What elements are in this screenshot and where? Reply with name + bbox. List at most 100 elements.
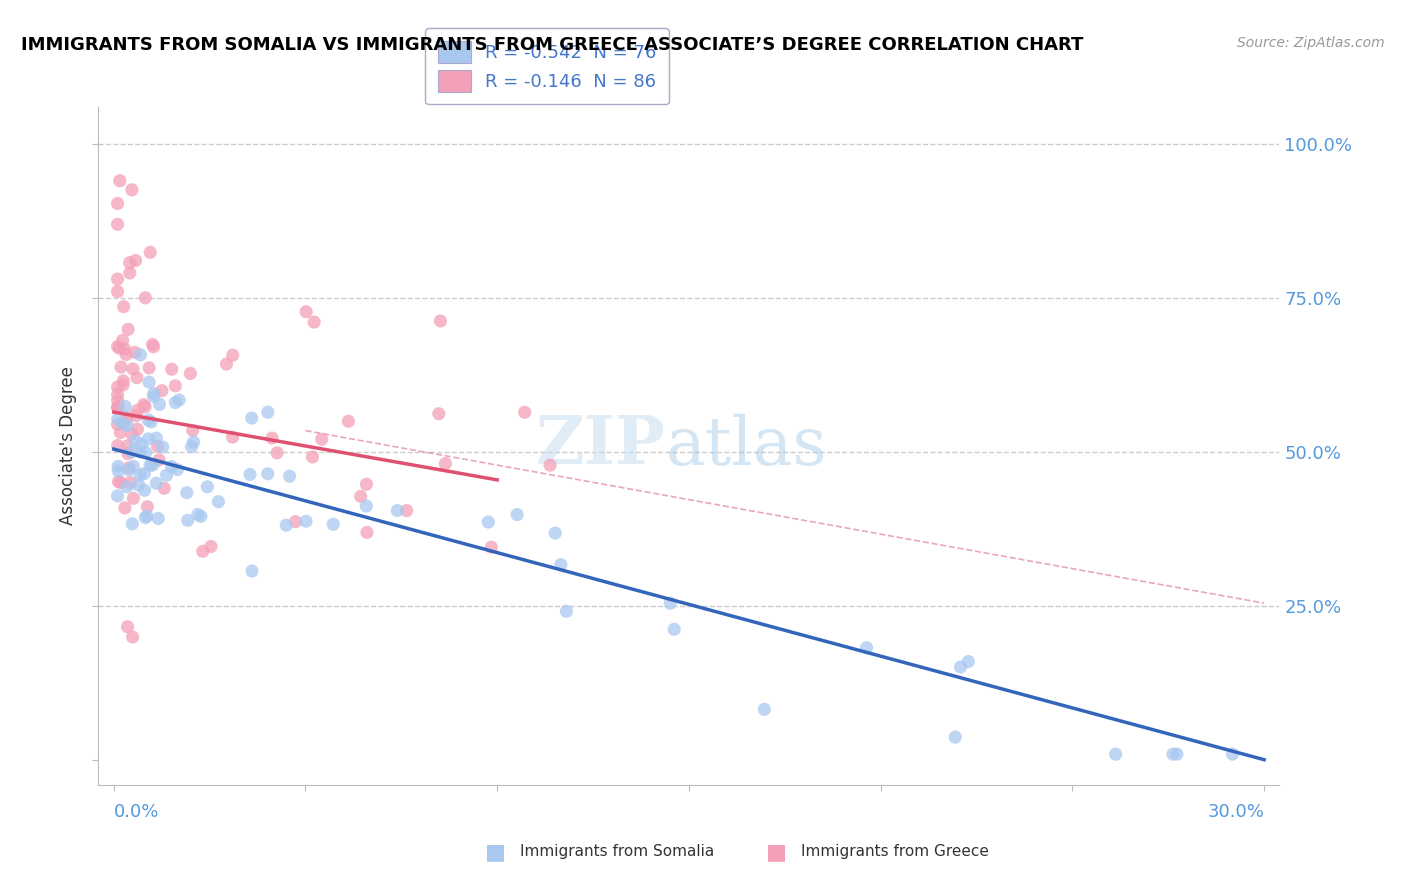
Point [125,370,148,384]
Point [479,540,502,554]
Point [142,337,165,351]
Point [222,348,245,362]
Point [240,564,263,578]
Point [118,461,141,475]
Point [121,630,143,644]
Point [107,464,129,478]
Point [117,620,139,634]
Point [160,459,183,474]
Point [477,515,499,529]
Point [179,367,201,381]
Point [311,432,333,446]
Point [957,655,980,669]
Point [111,417,134,431]
Point [544,526,567,541]
Point [118,255,141,269]
Point [129,467,152,482]
Point [239,467,262,482]
Point [107,439,129,453]
Text: 0.0%: 0.0% [114,804,159,822]
Point [127,422,149,436]
Point [200,540,222,554]
Point [125,409,148,423]
Point [115,347,138,361]
Point [114,416,136,430]
Point [139,458,162,473]
Point [107,412,129,426]
Point [120,475,142,490]
Point [112,374,135,388]
Point [555,604,578,618]
Text: ZIP: ZIP [536,414,665,478]
Text: ■: ■ [766,842,787,862]
Point [215,357,238,371]
Point [165,395,187,409]
Point [117,439,139,453]
Point [118,266,141,280]
Point [136,500,159,514]
Point [107,400,129,414]
Point [142,389,165,403]
Point [122,459,145,474]
Point [127,403,149,417]
Point [302,315,325,329]
Y-axis label: Associate's Degree: Associate's Degree [59,367,77,525]
Point [145,431,167,445]
Point [112,300,135,314]
Point [337,414,360,428]
Text: IMMIGRANTS FROM SOMALIA VS IMMIGRANTS FROM GREECE ASSOCIATE’S DEGREE CORRELATION: IMMIGRANTS FROM SOMALIA VS IMMIGRANTS FR… [21,36,1084,54]
Point [148,453,170,467]
Point [387,503,409,517]
Point [139,415,162,429]
Point [107,459,129,474]
Point [121,183,143,197]
Point [434,457,457,471]
Point [187,508,209,522]
Point [107,285,129,299]
Point [301,450,323,464]
Point [160,362,183,376]
Point [176,485,198,500]
Text: 30.0%: 30.0% [1208,804,1264,822]
Point [754,702,776,716]
Point [115,410,138,425]
Legend: R = -0.542  N = 76, R = -0.146  N = 86: R = -0.542 N = 76, R = -0.146 N = 86 [426,28,669,104]
Point [107,217,129,231]
Point [134,291,156,305]
Point [107,380,129,394]
Point [108,174,131,188]
Point [167,392,190,407]
Point [356,477,378,491]
Point [356,499,378,513]
Point [124,434,146,448]
Point [142,458,165,472]
Point [107,489,129,503]
Point [134,483,156,498]
Text: atlas: atlas [665,413,827,479]
Point [110,475,132,490]
Point [256,467,278,481]
Point [138,413,160,427]
Point [943,730,966,744]
Point [165,379,187,393]
Point [136,509,159,524]
Text: Source: ZipAtlas.com: Source: ZipAtlas.com [1237,36,1385,50]
Point [207,494,229,508]
Point [118,463,141,477]
Point [132,398,155,412]
Point [138,360,160,375]
Point [107,387,129,401]
Point [284,515,307,529]
Point [138,432,160,446]
Point [855,640,877,655]
Point [107,417,129,432]
Point [121,445,143,459]
Point [1161,747,1184,761]
Point [949,660,972,674]
Point [107,339,129,353]
Point [117,418,139,433]
Point [181,423,204,437]
Point [129,445,152,459]
Point [110,360,132,375]
Point [191,544,214,558]
